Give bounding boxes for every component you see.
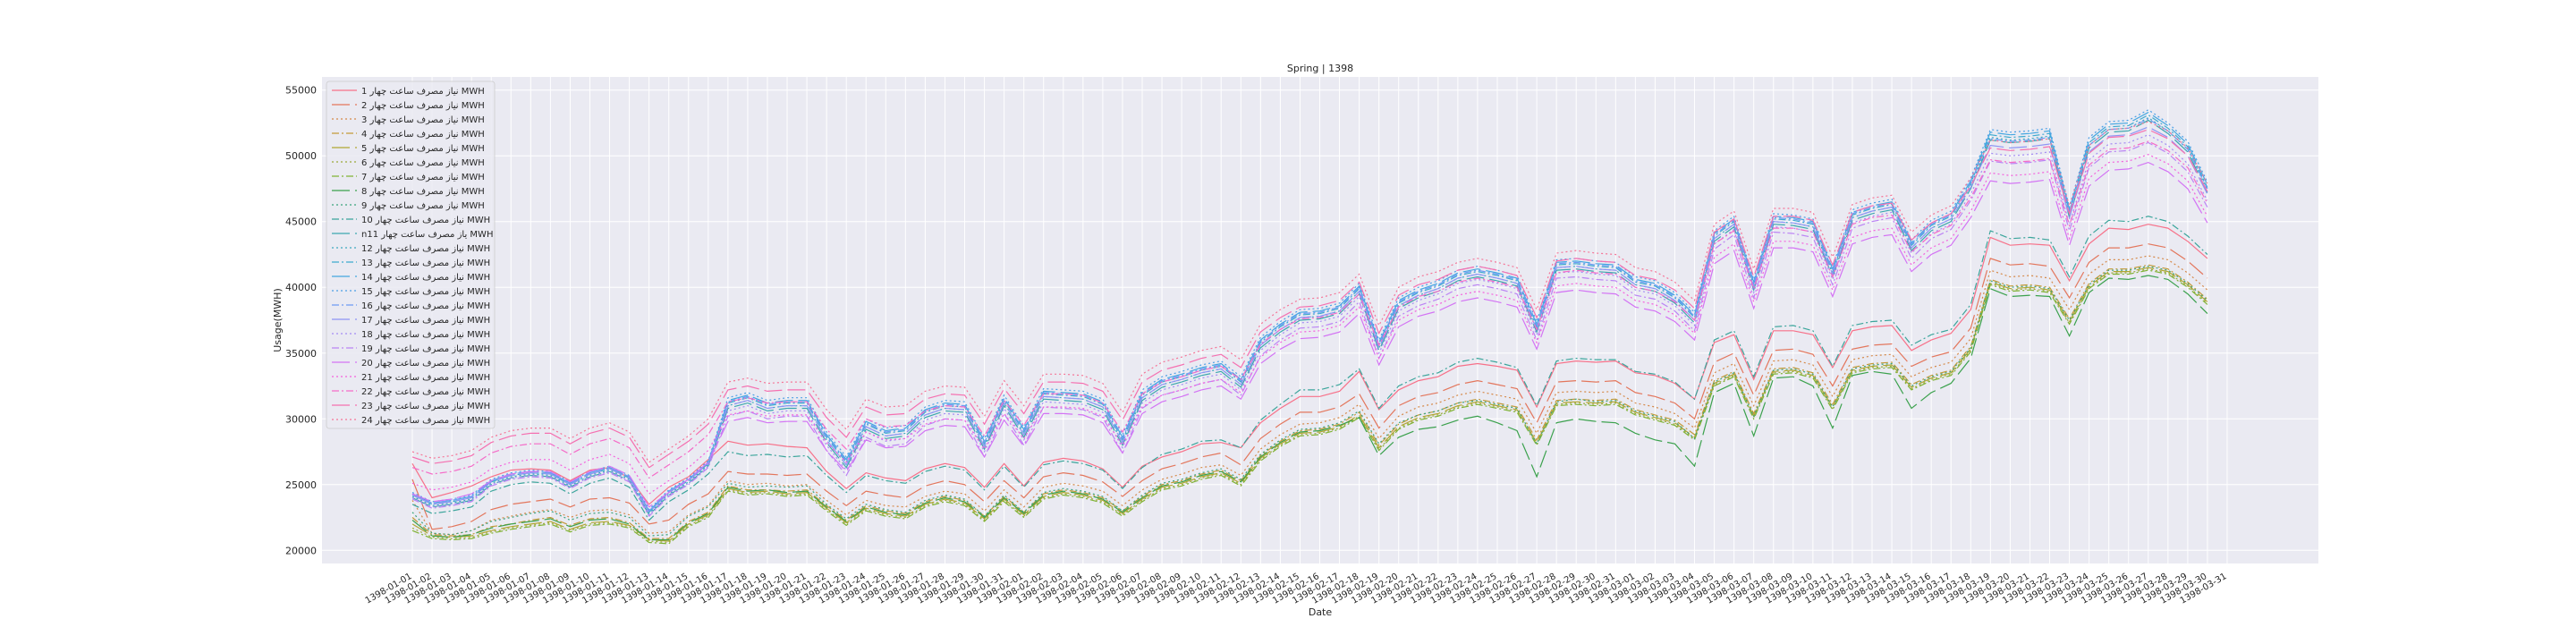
legend-box	[326, 80, 496, 429]
legend-label: نیاز مصرف ساعت چهار 16 MWH	[361, 301, 490, 311]
legend-label: nیاز مصرف ساعت چهار 11 MWH	[361, 230, 493, 240]
legend-label: نیاز مصرف ساعت چهار 7 MWH	[361, 173, 485, 182]
y-tick-label: 20000	[285, 545, 317, 556]
legend-label: نیاز مصرف ساعت چهار 10 MWH	[361, 216, 490, 225]
y-tick-label: 50000	[285, 150, 317, 162]
series-line-7	[411, 269, 2208, 545]
y-tick-label: 35000	[285, 348, 317, 360]
chart-title: Spring | 1398	[1287, 63, 1353, 74]
series-line-22	[411, 140, 2208, 479]
series-layer	[411, 109, 2208, 545]
legend-label: نیاز مصرف ساعت چهار 3 MWH	[361, 115, 485, 125]
legend-label: نیاز مصرف ساعت چهار 1 MWH	[361, 87, 485, 97]
series-line-20	[411, 161, 2208, 508]
series-line-9	[411, 266, 2208, 537]
legend-label: نیاز مصرف ساعت چهار 19 MWH	[361, 344, 490, 354]
legend-label: نیاز مصرف ساعت چهار 20 MWH	[361, 359, 490, 369]
series-line-10	[411, 216, 2208, 521]
legend-label: نیاز مصرف ساعت چهار 21 MWH	[361, 373, 490, 383]
series-line-15	[411, 109, 2208, 511]
legend-label: نیاز مصرف ساعت چهار 6 MWH	[361, 158, 485, 168]
legend-label: نیاز مصرف ساعت چهار 12 MWH	[361, 244, 490, 254]
series-line-24	[411, 121, 2208, 463]
legend-label: نیاز مصرف ساعت چهار 18 MWH	[361, 330, 490, 340]
legend-label: نیاز مصرف ساعت چهار 2 MWH	[361, 101, 485, 111]
legend-label: نیاز مصرف ساعت چهار 8 MWH	[361, 187, 485, 197]
y-tick-label: 30000	[285, 413, 317, 425]
x-axis-label: Date	[1309, 606, 1333, 618]
series-line-3	[411, 255, 2208, 536]
legend-label: نیاز مصرف ساعت چهار 22 MWH	[361, 387, 490, 397]
y-tick-label: 40000	[285, 282, 317, 293]
y-tick-label: 45000	[285, 216, 317, 228]
series-line-5	[411, 267, 2208, 542]
legend-label: نیاز مصرف ساعت چهار 4 MWH	[361, 130, 485, 140]
legend-label: نیاز مصرف ساعت چهار 14 MWH	[361, 273, 490, 283]
legend-label: نیاز مصرف ساعت چهار 9 MWH	[361, 201, 485, 211]
series-line-21	[411, 154, 2208, 495]
series-line-19	[411, 141, 2208, 518]
series-line-23	[411, 129, 2208, 469]
y-axis-label: Usage(MWH)	[272, 288, 284, 352]
y-axis-ticks: 20000 25000 30000 35000 40000 45000 50000 55000	[285, 85, 317, 557]
y-tick-label: 25000	[285, 479, 317, 491]
legend-label: نیاز مصرف ساعت چهار 13 MWH	[361, 258, 490, 268]
series-line-17	[411, 126, 2208, 513]
legend-label: نیاز مصرف ساعت چهار 17 MWH	[361, 316, 490, 326]
series-line-16	[411, 118, 2208, 513]
y-tick-label: 55000	[285, 85, 317, 97]
legend-label: نیاز مصرف ساعت چهار 24 MWH	[361, 416, 490, 426]
series-line-4	[411, 264, 2208, 539]
legend-label: نیاز مصرف ساعت چهار 15 MWH	[361, 287, 490, 297]
series-line-8	[411, 275, 2208, 541]
x-axis-ticks: 1398-01-011398-01-021398-01-031398-01-04…	[364, 572, 2229, 606]
legend: نیاز مصرف ساعت چهار 1 MWH نیاز مصرف ساعت …	[326, 80, 496, 429]
legend-label: نیاز مصرف ساعت چهار 23 MWH	[361, 402, 490, 411]
legend-label: نیاز مصرف ساعت چهار 5 MWH	[361, 144, 485, 154]
series-line-2	[411, 243, 2208, 530]
